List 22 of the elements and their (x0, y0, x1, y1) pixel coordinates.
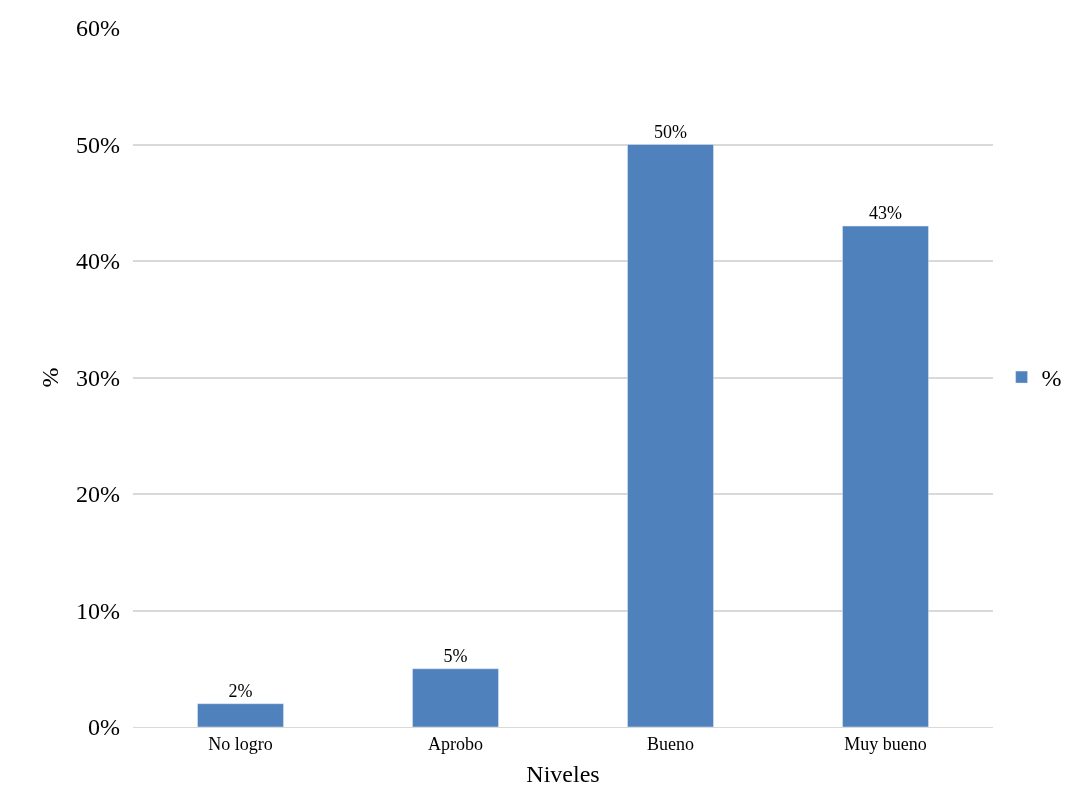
data-label: 50% (654, 121, 687, 142)
y-axis-title: % (37, 367, 64, 388)
data-label: 5% (443, 645, 468, 666)
y-tick-label: 60% (76, 15, 120, 42)
legend-label: % (1041, 365, 1062, 392)
y-tick-label: 40% (76, 248, 120, 275)
data-label: 43% (869, 203, 902, 224)
y-tick-label: 30% (76, 364, 120, 391)
y-tick-label: 20% (76, 481, 120, 508)
x-tick-label: Aprobo (428, 733, 483, 754)
data-label: 2% (228, 680, 253, 701)
bar (412, 668, 499, 727)
bar (197, 703, 284, 727)
bar (842, 225, 929, 727)
y-tick-label: 10% (76, 597, 120, 624)
bar (627, 144, 714, 727)
y-tick-label: 50% (76, 131, 120, 158)
x-tick-label: No logro (208, 733, 273, 754)
x-tick-label: Bueno (647, 733, 694, 754)
y-tick-label: 0% (88, 714, 120, 741)
x-tick-label: Muy bueno (844, 733, 927, 754)
x-axis-title: Niveles (526, 760, 600, 787)
